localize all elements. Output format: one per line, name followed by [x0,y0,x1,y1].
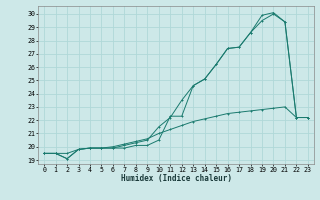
X-axis label: Humidex (Indice chaleur): Humidex (Indice chaleur) [121,174,231,183]
